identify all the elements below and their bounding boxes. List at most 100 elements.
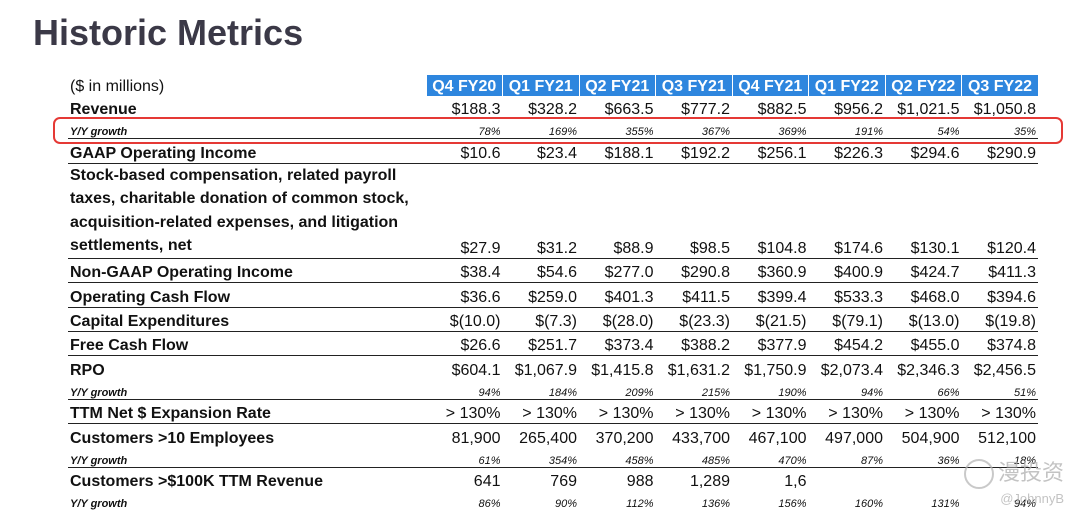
growth-cell: 169% — [548, 126, 577, 139]
growth-cell: 90% — [554, 497, 577, 510]
growth-cell: 190% — [778, 386, 807, 399]
metric-label: Customers >10 Employees — [68, 423, 426, 448]
growth-cell: 112% — [626, 497, 654, 510]
metric-cell: $411.5 — [655, 282, 732, 308]
growth-cell: 191% — [854, 126, 883, 139]
metric-cell: $1,415.8 — [579, 355, 656, 380]
metric-cell: $400.9 — [808, 257, 885, 283]
metric-cell: $388.2 — [655, 330, 732, 356]
metric-cell: $(19.8) — [961, 306, 1038, 332]
metric-cell: $394.6 — [961, 282, 1038, 308]
metric-cell: $(7.3) — [502, 306, 579, 332]
growth-cell: 36% — [937, 454, 960, 467]
metric-cell: $290.8 — [655, 257, 732, 283]
growth-cell: 94% — [860, 386, 883, 399]
quarter-header: Q4 FY20 — [425, 75, 503, 96]
growth-cell: 87% — [860, 454, 883, 467]
page-title: Historic Metrics — [33, 12, 304, 53]
metric-row: Free Cash Flow $26.6 $251.7 $373.4 $388.2 $37… — [68, 330, 1038, 356]
metric-cell: > 130% — [808, 398, 885, 424]
quarter-header: Q1 FY22 — [808, 75, 885, 96]
growth-cell: 131% — [931, 497, 960, 510]
growth-cell: 184% — [548, 386, 577, 399]
metric-cell: $377.9 — [732, 330, 809, 356]
metric-label: Non-GAAP Operating Income — [68, 257, 426, 283]
metric-cell: 370,200 — [579, 423, 656, 448]
metric-label: Capital Expenditures — [68, 306, 426, 332]
growth-cell: 51% — [1013, 386, 1036, 399]
growth-cell: 215% — [701, 386, 730, 399]
metric-cell: $251.7 — [502, 330, 579, 356]
metric-cell: $130.1 — [885, 162, 962, 259]
metric-cell: 81,900 — [426, 423, 503, 448]
quarter-header: Q3 FY22 — [961, 75, 1038, 96]
metric-cell: $956.2 — [834, 101, 883, 119]
growth-cell: 209% — [625, 386, 654, 399]
metric-cell: $26.6 — [426, 330, 503, 356]
metric-cell: $374.8 — [961, 330, 1038, 356]
metric-label: Operating Cash Flow — [68, 282, 426, 308]
quarter-header: Q2 FY21 — [578, 75, 656, 96]
units-label: ($ in millions) — [70, 78, 165, 95]
metric-row: Customers >10 Employees 81,900 265,400 370,… — [68, 423, 1038, 448]
metric-cell: $104.8 — [732, 162, 809, 259]
metric-cell: $424.7 — [885, 257, 962, 283]
growth-cell: 61% — [478, 454, 501, 467]
metric-cell: $1,050.8 — [973, 101, 1036, 119]
metric-cell: $1,631.2 — [655, 355, 732, 380]
metric-cell: $188.3 — [451, 101, 501, 119]
metric-row: Stock-based compensation, related payrol… — [68, 162, 1038, 259]
metric-cell: $411.3 — [961, 257, 1038, 283]
metric-cell: $468.0 — [885, 282, 962, 308]
growth-cell: 485% — [701, 454, 730, 467]
growth-cell: 86% — [478, 497, 501, 510]
metric-row: Operating Cash Flow $36.6 $259.0 $401.3 $411… — [68, 282, 1038, 308]
metric-cell: $(23.3) — [655, 306, 732, 332]
metric-cell: $31.2 — [502, 162, 579, 259]
metric-cell: 497,000 — [808, 423, 885, 448]
metric-cell: $2,456.5 — [961, 355, 1038, 380]
growth-label: Y/Y growth — [70, 386, 128, 399]
growth-cell: 156% — [778, 497, 807, 510]
growth-cell: 94% — [1013, 497, 1036, 510]
metric-cell: $27.9 — [426, 162, 503, 259]
metric-cell: 988 — [579, 466, 656, 491]
metric-cell: $533.3 — [808, 282, 885, 308]
metric-cell: $(10.0) — [426, 306, 503, 332]
metric-cell: $401.3 — [579, 282, 656, 308]
metric-cell: $663.5 — [604, 101, 654, 119]
growth-cell: 94% — [478, 386, 501, 399]
metric-cell: $777.2 — [681, 101, 730, 119]
metric-cell: > 130% — [885, 398, 962, 424]
watermark-handle: @JohnnyB — [1000, 491, 1064, 507]
metric-cell: $455.0 — [885, 330, 962, 356]
metric-cell: $399.4 — [732, 282, 809, 308]
metric-label: Customers >$100K TTM Revenue — [68, 466, 426, 491]
metric-row: Revenue $188.3 $328.2 $663.5 $777.2 $882.5 $95… — [68, 96, 1038, 119]
quarter-header: Q2 FY22 — [884, 75, 962, 96]
metric-cell: > 130% — [655, 398, 732, 424]
metric-row: TTM Net $ Expansion Rate > 130% > 130% > 13… — [68, 398, 1038, 424]
metric-cell: 1,289 — [655, 466, 732, 491]
growth-cell: 78% — [478, 126, 501, 139]
metric-label: TTM Net $ Expansion Rate — [68, 398, 426, 424]
growth-label: Y/Y growth — [70, 126, 128, 139]
metric-cell: > 130% — [732, 398, 809, 424]
metric-cell: $882.5 — [757, 101, 807, 119]
metric-cell: $454.2 — [808, 330, 885, 356]
growth-cell: 35% — [1013, 126, 1036, 139]
metric-cell: $(13.0) — [885, 306, 962, 332]
metric-cell — [808, 466, 885, 491]
metric-cell: $88.9 — [579, 162, 656, 259]
growth-cell: 66% — [937, 386, 960, 399]
metric-cell: > 130% — [579, 398, 656, 424]
growth-cell: 54% — [937, 126, 960, 139]
metric-cell: $277.0 — [579, 257, 656, 283]
metric-label: Revenue — [70, 101, 137, 119]
watermark-text: 漫投资 — [997, 460, 1064, 485]
metric-cell: $328.2 — [528, 101, 577, 119]
metric-cell: 504,900 — [885, 423, 962, 448]
growth-cell: 136% — [701, 497, 730, 510]
highlight-box — [53, 117, 1063, 144]
metric-cell: 1,6 — [732, 466, 809, 491]
